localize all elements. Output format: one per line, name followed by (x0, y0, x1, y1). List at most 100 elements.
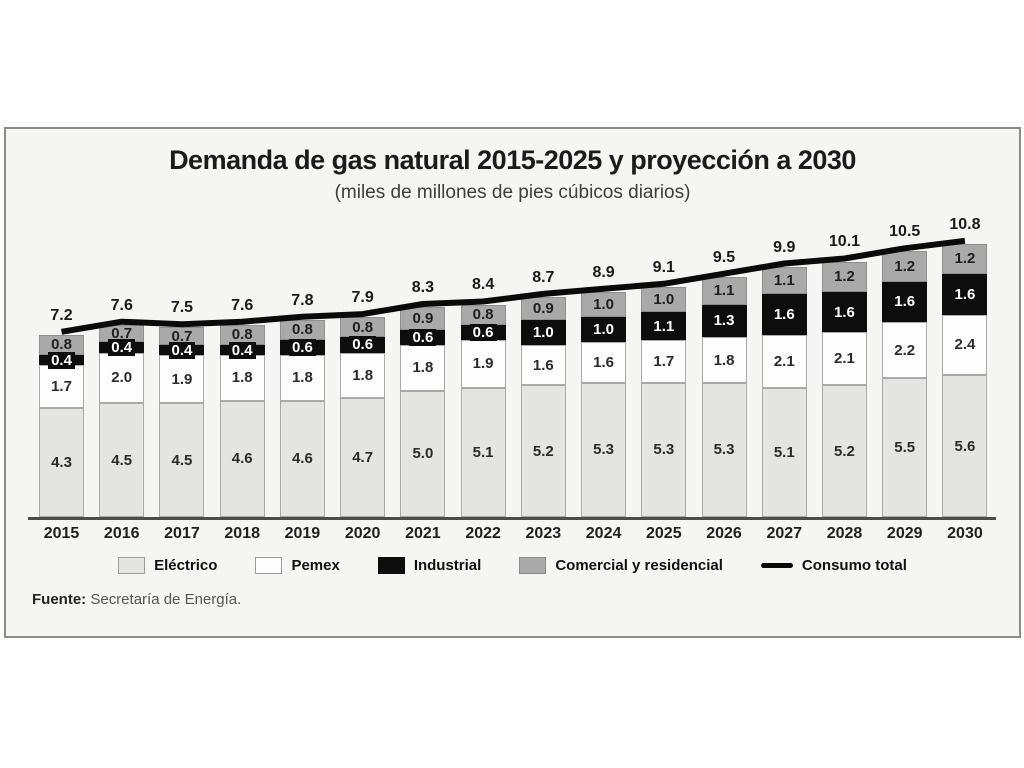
segment-value-label: 2.0 (111, 369, 133, 387)
total-value-label: 7.9 (351, 289, 374, 307)
legend-item-consumo-total: Consumo total (760, 557, 907, 574)
bar-group-2016: 4.5 2.0 0.4 0.7 (99, 324, 145, 517)
legend-swatch-industrial (377, 557, 405, 574)
segment-value-label: 1.6 (770, 306, 798, 324)
chart-title: Demanda de gas natural 2015-2025 y proye… (169, 145, 856, 175)
bar-segment-pemex: 1.8 (279, 355, 325, 401)
segment-value-label: 1.2 (954, 250, 976, 268)
bar-segment-industrial: 0.6 (400, 328, 446, 346)
bar-group-2023: 5.2 1.6 1.0 0.9 (520, 296, 566, 517)
bar-segment-pemex: 2.2 (882, 322, 928, 378)
bar-segment-electrico: 5.6 (942, 375, 988, 517)
bar-segment-industrial: 1.6 (942, 274, 988, 315)
segment-value-label: 1.2 (834, 268, 855, 286)
bar-group-2020: 4.7 1.8 0.6 0.8 (340, 317, 386, 517)
bar-segment-pemex: 2.0 (99, 352, 145, 404)
bar-segment-comercial-y-residencial: 1.0 (641, 286, 687, 313)
source-text: Secretaría de Energía. (90, 591, 242, 608)
segment-value-label: 1.7 (51, 378, 72, 396)
x-axis-label: 2030 (947, 525, 983, 542)
bar-group-2017: 4.5 1.9 0.4 0.7 (159, 327, 205, 517)
segment-value-label: 1.9 (171, 370, 193, 388)
segment-value-label: 0.9 (532, 299, 554, 317)
bar-segment-industrial: 0.6 (279, 339, 325, 357)
x-axis-label: 2015 (43, 525, 80, 542)
segment-value-label: 1.7 (653, 352, 675, 370)
bar-group-2021: 5.0 1.8 0.6 0.9 (400, 307, 446, 517)
x-axis-label: 2027 (766, 525, 803, 542)
segment-value-label: 5.1 (472, 443, 494, 461)
bar-segment-comercial-y-residencial: 1.1 (701, 276, 747, 305)
source-note: Fuente: Secretaría de Energía. (32, 591, 241, 608)
segment-value-label: 1.2 (894, 258, 916, 276)
bar-segment-electrico: 5.3 (581, 382, 627, 517)
segment-value-label: 1.1 (713, 282, 735, 300)
segment-value-label: 2.1 (773, 352, 795, 370)
bar-group-2026: 5.3 1.8 1.3 1.1 (701, 276, 747, 517)
bar-segment-comercial-y-residencial: 1.2 (821, 261, 867, 292)
bar-group-2024: 5.3 1.6 1.0 1.0 (581, 291, 627, 517)
legend: Eléctrico Pemex Industrial Comercial y resi… (6, 557, 1019, 574)
legend-label: Pemex (291, 557, 340, 574)
total-value-label: 10.8 (949, 215, 981, 233)
segment-value-label: 0.4 (108, 339, 136, 357)
segment-value-label: 2.1 (834, 350, 855, 368)
bar-segment-electrico: 5.2 (821, 385, 867, 517)
bar-segment-electrico: 5.1 (761, 387, 807, 517)
segment-value-label: 0.8 (291, 321, 313, 339)
bar-segment-electrico: 4.6 (219, 400, 265, 517)
bar-segment-comercial-y-residencial: 1.1 (761, 266, 807, 295)
segment-value-label: 1.8 (412, 359, 434, 377)
bar-segment-electrico: 4.3 (39, 408, 84, 517)
bar-segment-comercial-y-residencial: 0.8 (279, 319, 325, 340)
bar-segment-pemex: 1.9 (159, 355, 205, 404)
legend-label: Comercial y residencial (555, 557, 723, 574)
x-axis-label: 2020 (344, 525, 381, 542)
x-axis-label: 2017 (164, 525, 200, 542)
legend-swatch-electrico (118, 557, 146, 574)
segment-value-label: 0.7 (111, 325, 133, 343)
segment-value-label: 1.1 (773, 271, 795, 289)
bar-segment-industrial: 0.4 (99, 339, 145, 357)
bar-group-2029: 5.5 2.2 1.6 1.2 (882, 251, 928, 517)
x-axis-label: 2029 (886, 525, 923, 542)
bar-segment-electrico: 5.2 (520, 385, 566, 517)
segment-value-label: 5.0 (412, 445, 434, 463)
segment-value-label: 4.5 (171, 451, 193, 469)
bar-segment-comercial-y-residencial: 0.9 (520, 296, 566, 320)
bar-segment-pemex: 1.7 (641, 339, 687, 383)
total-value-label: 8.4 (471, 276, 495, 294)
segment-value-label: 1.0 (529, 323, 557, 341)
bar-segment-comercial-y-residencial: 0.8 (340, 317, 386, 338)
bar-segment-industrial: 1.6 (761, 294, 807, 335)
bar-segment-pemex: 1.6 (520, 344, 566, 386)
bar-segment-electrico: 5.0 (400, 390, 446, 517)
total-value-label: 7.2 (50, 306, 73, 324)
bar-segment-industrial: 1.6 (882, 281, 928, 323)
total-value-label: 7.5 (170, 299, 194, 317)
legend-label: Industrial (413, 557, 482, 574)
bar-segment-comercial-y-residencial: 0.8 (219, 324, 265, 345)
bar-group-2025: 5.3 1.7 1.1 1.0 (641, 286, 687, 517)
bar-segment-pemex: 1.8 (340, 352, 386, 399)
bar-segment-pemex: 1.7 (39, 365, 84, 409)
segment-value-label: 1.8 (352, 366, 374, 384)
bar-segment-electrico: 4.7 (340, 398, 386, 517)
bar-segment-pemex: 1.6 (581, 342, 627, 383)
bar-segment-industrial: 1.6 (821, 291, 867, 333)
bar-segment-industrial: 0.4 (219, 341, 265, 359)
segment-value-label: 1.6 (951, 285, 979, 303)
total-value-label: 9.5 (712, 248, 736, 266)
bar-segment-industrial: 1.0 (581, 317, 627, 343)
bar-segment-comercial-y-residencial: 1.0 (581, 291, 627, 318)
bar-group-2027: 5.1 2.1 1.6 1.1 (761, 266, 807, 517)
segment-value-label: 0.4 (228, 341, 256, 359)
segment-value-label: 1.8 (713, 351, 735, 369)
segment-value-label: 1.3 (710, 312, 738, 330)
bar-group-2028: 5.2 2.1 1.6 1.2 (821, 261, 867, 517)
segment-value-label: 1.6 (831, 303, 858, 321)
segment-value-label: 1.6 (593, 354, 614, 372)
bar-segment-pemex: 1.9 (460, 339, 506, 388)
segment-value-label: 5.3 (593, 441, 614, 459)
segment-value-label: 0.7 (171, 327, 193, 345)
